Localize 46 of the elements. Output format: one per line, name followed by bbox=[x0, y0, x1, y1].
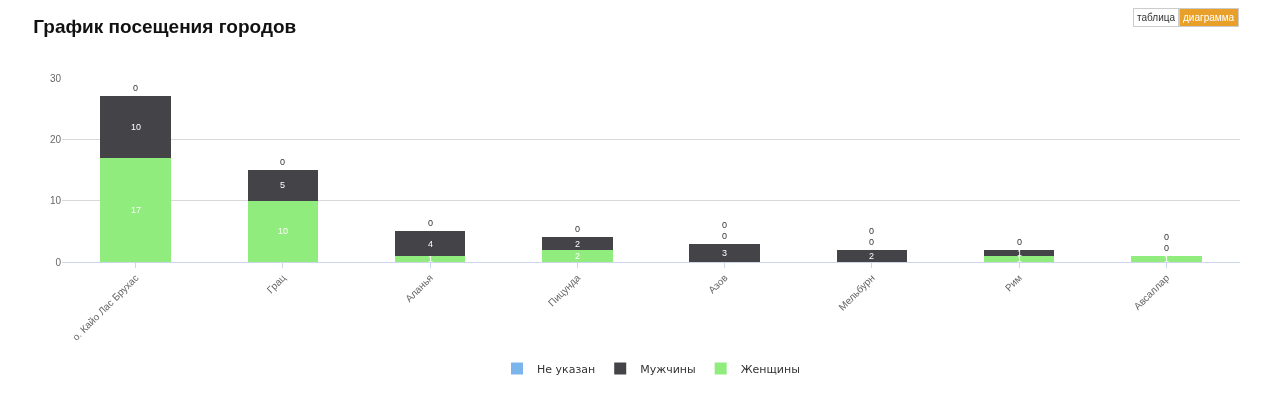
data-label: 0 bbox=[722, 220, 728, 230]
data-label: 2 bbox=[575, 239, 581, 249]
data-label: 2 bbox=[869, 251, 875, 261]
bar bbox=[100, 157, 171, 262]
y-tick-label: 0 bbox=[55, 256, 62, 268]
y-tick-label: 10 bbox=[49, 195, 62, 207]
data-label: 0 bbox=[575, 224, 581, 234]
bar bbox=[247, 200, 319, 262]
data-label: 1 bbox=[1164, 254, 1170, 264]
text: диаграмма bbox=[1183, 12, 1235, 23]
data-label: 0 bbox=[1017, 237, 1023, 247]
data-label: 1 bbox=[428, 254, 434, 264]
data-label: 3 bbox=[722, 248, 728, 258]
chart-title: График посещения городов bbox=[33, 16, 297, 38]
bar bbox=[100, 96, 171, 158]
bar bbox=[983, 249, 1055, 256]
data-label: 0 bbox=[428, 218, 434, 228]
data-label: 5 bbox=[280, 180, 286, 190]
data-label: 0 bbox=[1164, 232, 1170, 242]
bar bbox=[836, 249, 908, 262]
data-label: 17 bbox=[131, 205, 142, 215]
bar bbox=[394, 255, 466, 262]
bar bbox=[247, 170, 319, 201]
data-label: 10 bbox=[278, 226, 289, 236]
x-tick-label: Рим bbox=[1002, 272, 1025, 294]
bar bbox=[689, 243, 760, 262]
legend-label: Не указан bbox=[537, 362, 596, 376]
bar bbox=[394, 231, 466, 256]
data-label: 0 bbox=[1164, 243, 1170, 253]
bar bbox=[542, 237, 613, 250]
bar bbox=[983, 255, 1055, 262]
text: таблица bbox=[1137, 12, 1176, 23]
bar bbox=[1131, 255, 1202, 262]
data-label: 0 bbox=[869, 237, 875, 247]
data-label: 0 bbox=[722, 231, 728, 241]
bar bbox=[542, 249, 613, 262]
data-label: 4 bbox=[428, 239, 434, 249]
data-label: 2 bbox=[575, 251, 581, 261]
legend-label: Мужчины bbox=[640, 362, 696, 376]
y-tick-label: 20 bbox=[49, 133, 62, 145]
legend-label: Женщины bbox=[740, 362, 800, 376]
data-label: 0 bbox=[133, 83, 139, 93]
data-label: 0 bbox=[869, 226, 875, 236]
data-label: 0 bbox=[280, 157, 286, 167]
data-label: 10 bbox=[131, 122, 142, 132]
y-tick-label: 30 bbox=[49, 72, 62, 84]
